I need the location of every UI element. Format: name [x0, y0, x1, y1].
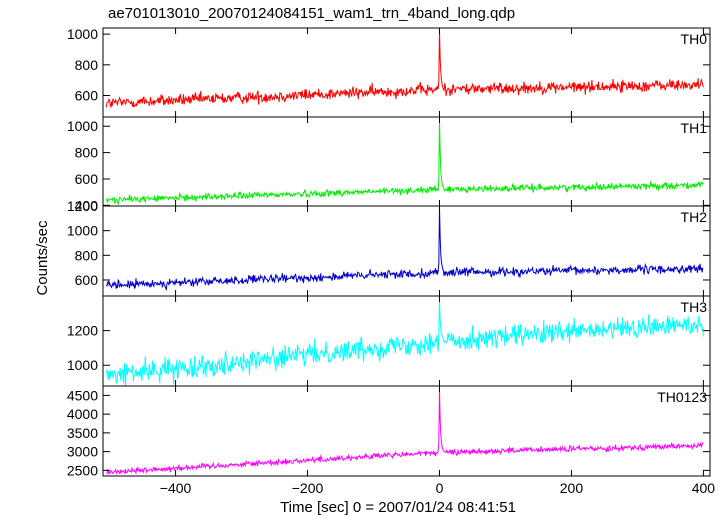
y-tick-label: 4500: [67, 387, 98, 403]
y-tick-label: 1000: [67, 26, 98, 42]
y-tick-label: 4000: [67, 406, 98, 422]
x-axis-label: Time [sec] 0 = 2007/01/24 08:41:51: [280, 499, 516, 516]
panel-frame: [102, 27, 711, 118]
series-line-th0123: [106, 388, 704, 476]
y-tick-label: 600: [75, 171, 99, 187]
panel-th0: 600 800 1000 TH0: [67, 26, 711, 118]
y-tick-label: 800: [75, 145, 99, 161]
x-tick-label: 400: [692, 480, 716, 496]
y-tick-label: 2500: [67, 462, 98, 478]
y-tick-label: 1200: [67, 198, 98, 214]
series-line-th3: [105, 297, 704, 386]
y-tick-label: 600: [75, 88, 99, 104]
y-tick-label: 3500: [67, 425, 98, 441]
series-line-th2: [105, 206, 704, 292]
y-tick-label: 3000: [67, 444, 98, 460]
x-tick-label: 200: [560, 480, 584, 496]
y-tick-label: 800: [75, 247, 99, 263]
series-line-th0: [105, 29, 704, 109]
chart-title: ae701013010_20070124084151_wam1_trn_4ban…: [108, 5, 515, 22]
series-line-th1: [105, 118, 704, 206]
panel-label-th3: TH3: [681, 299, 708, 315]
y-tick-label: 1000: [67, 223, 98, 239]
panel-label-th2: TH2: [681, 209, 708, 225]
x-tick-label: 0: [436, 480, 444, 496]
panel-th3: 1000 1200 TH3: [67, 295, 711, 387]
panel-label-th1: TH1: [681, 120, 708, 136]
panel-th2: 600 800 1000 1200 TH2: [67, 198, 711, 297]
x-tick-label: −200: [292, 480, 324, 496]
panel-th0123: 2500 3000 3500 4000 4500 TH0123: [67, 385, 711, 478]
panel-label-th0123: TH0123: [657, 389, 707, 405]
x-tick-label: −400: [160, 480, 192, 496]
y-tick-label: 400: [75, 197, 99, 213]
y-tick-label: 800: [75, 57, 99, 73]
panel-frame: [102, 385, 711, 477]
panel-th1: 400 600 800 1000 TH1: [67, 116, 711, 213]
y-tick-label: 1200: [67, 323, 98, 339]
x-tick-labels: −400 −200 0 200 400: [160, 480, 715, 496]
panel-label-th0: TH0: [681, 31, 708, 47]
y-axis-label: Counts/sec: [34, 220, 51, 296]
y-tick-label: 1000: [67, 118, 98, 134]
y-tick-label: 600: [75, 272, 99, 288]
y-tick-label: 1000: [67, 357, 98, 373]
